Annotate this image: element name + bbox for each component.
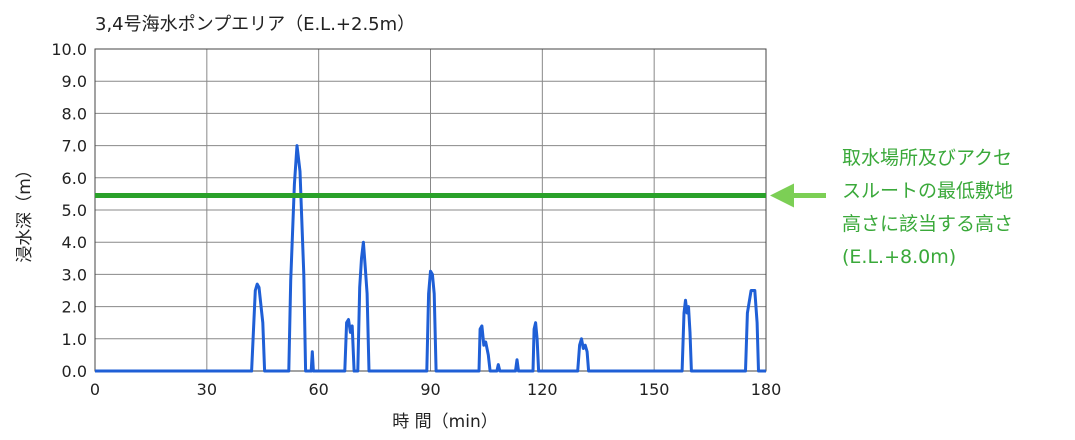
tick-layer: 0.0 1.0 2.0 3.0 4.0 5.0 6.0 7.0 8.0 9.0 10.0 0 30 60 9… (51, 40, 781, 399)
threshold-arrow-head (770, 183, 794, 208)
y-tick-label: 2.0 (62, 298, 87, 317)
y-axis-label: 浸水深（m） (15, 161, 35, 263)
plot-frame (94, 48, 767, 372)
x-tick-label: 180 (751, 380, 782, 399)
x-tick-label: 60 (308, 380, 328, 399)
y-tick-label: 1.0 (62, 330, 87, 349)
y-tick-label: 9.0 (62, 72, 87, 91)
annotation-line: 取水場所及びアクセ (842, 147, 1012, 169)
x-tick-label: 0 (90, 380, 100, 399)
x-axis-label: 時 間（min） (392, 412, 497, 432)
y-tick-label: 7.0 (62, 137, 87, 156)
grid-layer (94, 48, 767, 372)
y-tick-label: 10.0 (51, 40, 87, 59)
y-tick-label: 5.0 (62, 201, 87, 220)
annotation-line: スルートの最低敷地 (842, 180, 1013, 202)
x-tick-label: 150 (639, 380, 670, 399)
y-tick-label: 3.0 (62, 265, 87, 284)
x-tick-label: 90 (420, 380, 440, 399)
y-tick-label: 8.0 (62, 104, 87, 123)
chart-title: 3,4号海水ポンプエリア（E.L.+2.5m） (95, 14, 415, 35)
x-tick-label: 30 (197, 380, 217, 399)
series-layer (95, 144, 766, 373)
y-tick-label: 0.0 (62, 362, 87, 381)
y-tick-label: 4.0 (62, 233, 87, 252)
series-line (95, 144, 766, 373)
x-tick-label: 120 (527, 380, 558, 399)
annotation-line: (E.L.+8.0m) (842, 246, 956, 268)
y-tick-label: 6.0 (62, 169, 87, 188)
annotation-line: 高さに該当する高さ (842, 213, 1013, 235)
